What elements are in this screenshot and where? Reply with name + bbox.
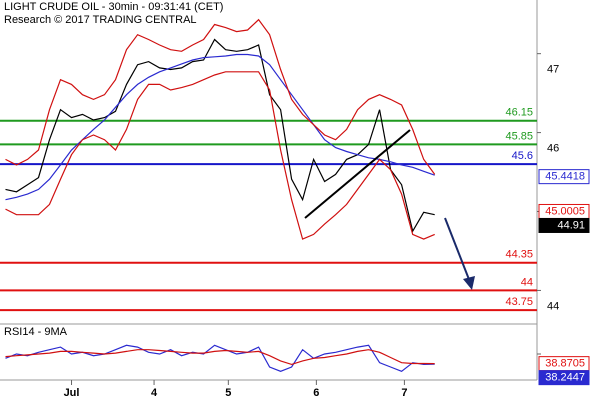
x-tick-label: 7 bbox=[401, 387, 407, 399]
x-tick-label: 6 bbox=[313, 387, 319, 399]
level-label: 45.85 bbox=[505, 130, 533, 142]
price-box bbox=[538, 217, 590, 233]
price-line bbox=[5, 53, 435, 201]
chart-subtitle: Research © 2017 TRADING CENTRAL bbox=[4, 14, 197, 26]
price-box-label: 45.0005 bbox=[545, 205, 585, 217]
price-line bbox=[5, 18, 436, 175]
level-label: 45.6 bbox=[512, 150, 533, 162]
chart-title: LIGHT CRUDE OIL - 30min - 09:31:41 (CET) bbox=[4, 1, 223, 13]
plot-layer: 4445464750Jul456746.1545.8545.644.354443… bbox=[0, 18, 590, 399]
y-tick-label: 44 bbox=[547, 300, 559, 312]
y-tick-label: 47 bbox=[547, 64, 559, 76]
price-box-label: 38.2447 bbox=[545, 372, 585, 384]
price-box-label: 38.8705 bbox=[545, 358, 585, 370]
rsi-title: RSI14 - 9MA bbox=[4, 326, 68, 338]
price-box-label: 45.4418 bbox=[545, 171, 585, 183]
x-tick-label: 4 bbox=[151, 387, 158, 399]
price-box bbox=[538, 370, 590, 386]
price-line bbox=[5, 349, 435, 366]
forecast-arrow bbox=[444, 217, 471, 283]
price-line bbox=[5, 38, 435, 233]
trend-line bbox=[304, 129, 411, 219]
price-line bbox=[5, 344, 435, 372]
arrow-head bbox=[463, 276, 475, 290]
y-tick-label: 46 bbox=[547, 142, 559, 154]
price-line bbox=[5, 71, 435, 240]
level-label: 43.75 bbox=[505, 296, 533, 308]
x-tick-label: Jul bbox=[64, 387, 80, 399]
price-box-label: 44.91 bbox=[557, 219, 585, 231]
level-label: 44 bbox=[521, 276, 533, 288]
level-label: 44.35 bbox=[505, 249, 533, 261]
price-box bbox=[538, 169, 590, 185]
level-label: 46.15 bbox=[505, 107, 533, 119]
x-tick-label: 5 bbox=[225, 387, 231, 399]
